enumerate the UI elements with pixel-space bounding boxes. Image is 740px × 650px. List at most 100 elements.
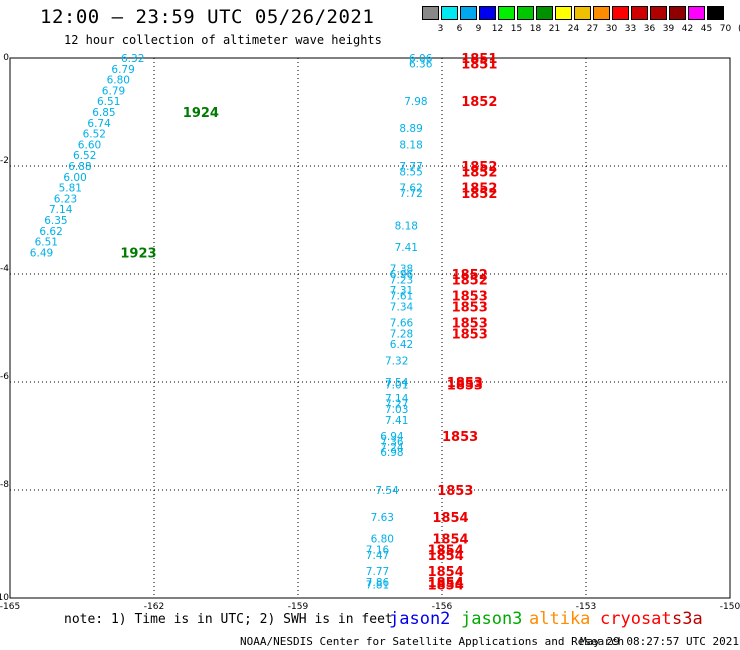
- swh-value-label: 7.14: [49, 204, 73, 216]
- pass-number-label: 1853: [452, 290, 488, 305]
- swh-value-label: 8.89: [399, 123, 422, 135]
- colorbar-swatch: [517, 6, 534, 20]
- swh-value-label: 6.94: [380, 431, 404, 443]
- swh-value-label: 6.88: [68, 161, 91, 173]
- pass-number-label: 1851: [461, 52, 497, 67]
- swh-value-label: 7.81: [366, 580, 389, 592]
- pass-number-label: 1924: [183, 106, 219, 121]
- y-tick-label: -2: [0, 156, 9, 166]
- colorbar-label: 21: [548, 24, 561, 34]
- legend-altika: altika: [529, 609, 591, 629]
- colorbar-label: 3: [437, 24, 444, 34]
- swh-value-label: 7.77: [366, 566, 389, 578]
- colorbar-label: 33: [624, 24, 637, 34]
- swh-value-label: 7.01: [385, 380, 408, 392]
- swh-value-label: 7.72: [399, 188, 422, 200]
- page-title: 12:00 – 23:59 UTC 05/26/2021: [40, 6, 375, 28]
- swh-value-label: 7.38: [390, 264, 413, 276]
- legend-jason2: jason2: [389, 609, 451, 629]
- swh-value-label: 7.16: [366, 544, 390, 556]
- colorbar-label: 27: [586, 24, 599, 34]
- x-tick-label: -150: [720, 602, 740, 610]
- colorbar-swatch: [593, 6, 610, 20]
- swh-value-label: 6.49: [30, 247, 53, 259]
- swh-value-label: 8.55: [399, 166, 422, 178]
- pass-number-label: 1854: [428, 543, 464, 558]
- swh-value-label: 6.36: [409, 58, 433, 70]
- swh-value-label: 7.41: [385, 415, 408, 427]
- swh-value-label: 7.61: [390, 291, 413, 303]
- swh-value-label: 7.03: [385, 404, 408, 416]
- altimeter-plot: -165 -162 -159 -156 -153 -150 0 -2 -4 -6 -8 -10 6.32…: [0, 52, 740, 610]
- swh-value-label: 7.54: [375, 485, 399, 497]
- swh-value-label: 7.41: [395, 242, 418, 254]
- swh-value-label: 6.79: [111, 64, 134, 76]
- swh-value-label: 7.62: [399, 183, 422, 195]
- swh-value-label: 6.06: [409, 53, 433, 65]
- pass-number-label: 1852: [461, 182, 497, 197]
- pass-number-label: 1851: [461, 57, 497, 72]
- swh-value-label: 7.98: [404, 96, 427, 108]
- pass-number-label: 1853: [442, 430, 478, 445]
- y-tick-label: -8: [0, 480, 9, 490]
- swh-value-label: 7.54: [385, 377, 409, 389]
- pass-number-label: 1854: [432, 533, 468, 548]
- plot-frame: [9, 57, 731, 599]
- y-tick-label: -4: [0, 264, 9, 274]
- colorbar-swatch: [612, 6, 629, 20]
- swh-value-label: 6.74: [87, 118, 111, 130]
- swh-value-label: 6.98: [380, 447, 403, 459]
- colorbar-label: 36: [643, 24, 656, 34]
- x-tick-label: -153: [576, 602, 596, 610]
- swh-value-label: 7.86: [366, 577, 390, 589]
- colorbar-swatch: [669, 6, 686, 20]
- y-tick-label: -10: [0, 593, 9, 603]
- y-tick-label: 0: [3, 53, 9, 63]
- swh-value-label: 6.00: [63, 172, 86, 184]
- swh-value-label: 8.18: [399, 139, 422, 151]
- pass-number-label: 1852: [452, 268, 488, 283]
- y-tick-label: -6: [0, 372, 9, 382]
- swh-value-label: 7.28: [390, 328, 413, 340]
- pass-number-label: 1852: [452, 273, 488, 288]
- pass-number-label: 1854: [432, 511, 468, 526]
- pass-number-label: 1852: [461, 165, 497, 180]
- colorbar-swatch: [631, 6, 648, 20]
- colorbar-label: 6: [456, 24, 463, 34]
- legend-cryosat: cryosat: [600, 609, 672, 629]
- swh-value-label: 7.27: [385, 399, 408, 411]
- pass-number-label: 1923: [120, 246, 156, 261]
- swh-value-label: 7.47: [366, 550, 389, 562]
- swh-value-label: 7.36: [380, 436, 404, 448]
- pass-number-label: 1854: [428, 576, 464, 591]
- colorbar-label: 18: [529, 24, 542, 34]
- footer-organization: NOAA/NESDIS Center for Satellite Applica…: [240, 635, 625, 648]
- pass-number-label: 1853: [452, 300, 488, 315]
- swh-value-label: 6.80: [107, 75, 130, 87]
- colorbar-label: 39: [662, 24, 675, 34]
- pass-number-label: 1854: [428, 549, 464, 564]
- swh-value-label: 6.62: [39, 226, 62, 238]
- page-subtitle: 12 hour collection of altimeter wave hei…: [64, 33, 382, 47]
- footer-timestamp: May 29 08:27:57 UTC 2021: [580, 635, 739, 648]
- colorbar-swatch: [460, 6, 477, 20]
- colorbar-swatch: [555, 6, 572, 20]
- pass-number-label: 1852: [461, 95, 497, 110]
- swh-value-label: 6.23: [54, 193, 77, 205]
- swh-value-label: 6.79: [102, 85, 125, 97]
- swh-value-label: 6.42: [390, 339, 413, 351]
- colorbar-swatch: [422, 6, 439, 20]
- swh-value-label: 6.35: [44, 215, 67, 227]
- x-tick-label: -162: [144, 602, 164, 610]
- colorbar-label: 45: [700, 24, 713, 34]
- colorbar-label: 15: [510, 24, 523, 34]
- swh-value-label: 6.52: [73, 150, 96, 162]
- pass-number-label: 1853: [452, 327, 488, 342]
- swh-value-label: 7.32: [385, 355, 408, 367]
- colorbar-label: 12: [491, 24, 504, 34]
- legend-s3a: s3a: [672, 609, 703, 629]
- swh-value-label: 6.32: [121, 53, 144, 65]
- swh-value-label: 7.34: [390, 301, 414, 313]
- colorbar-swatch: [479, 6, 496, 20]
- swh-value-label: 7.14: [385, 393, 409, 405]
